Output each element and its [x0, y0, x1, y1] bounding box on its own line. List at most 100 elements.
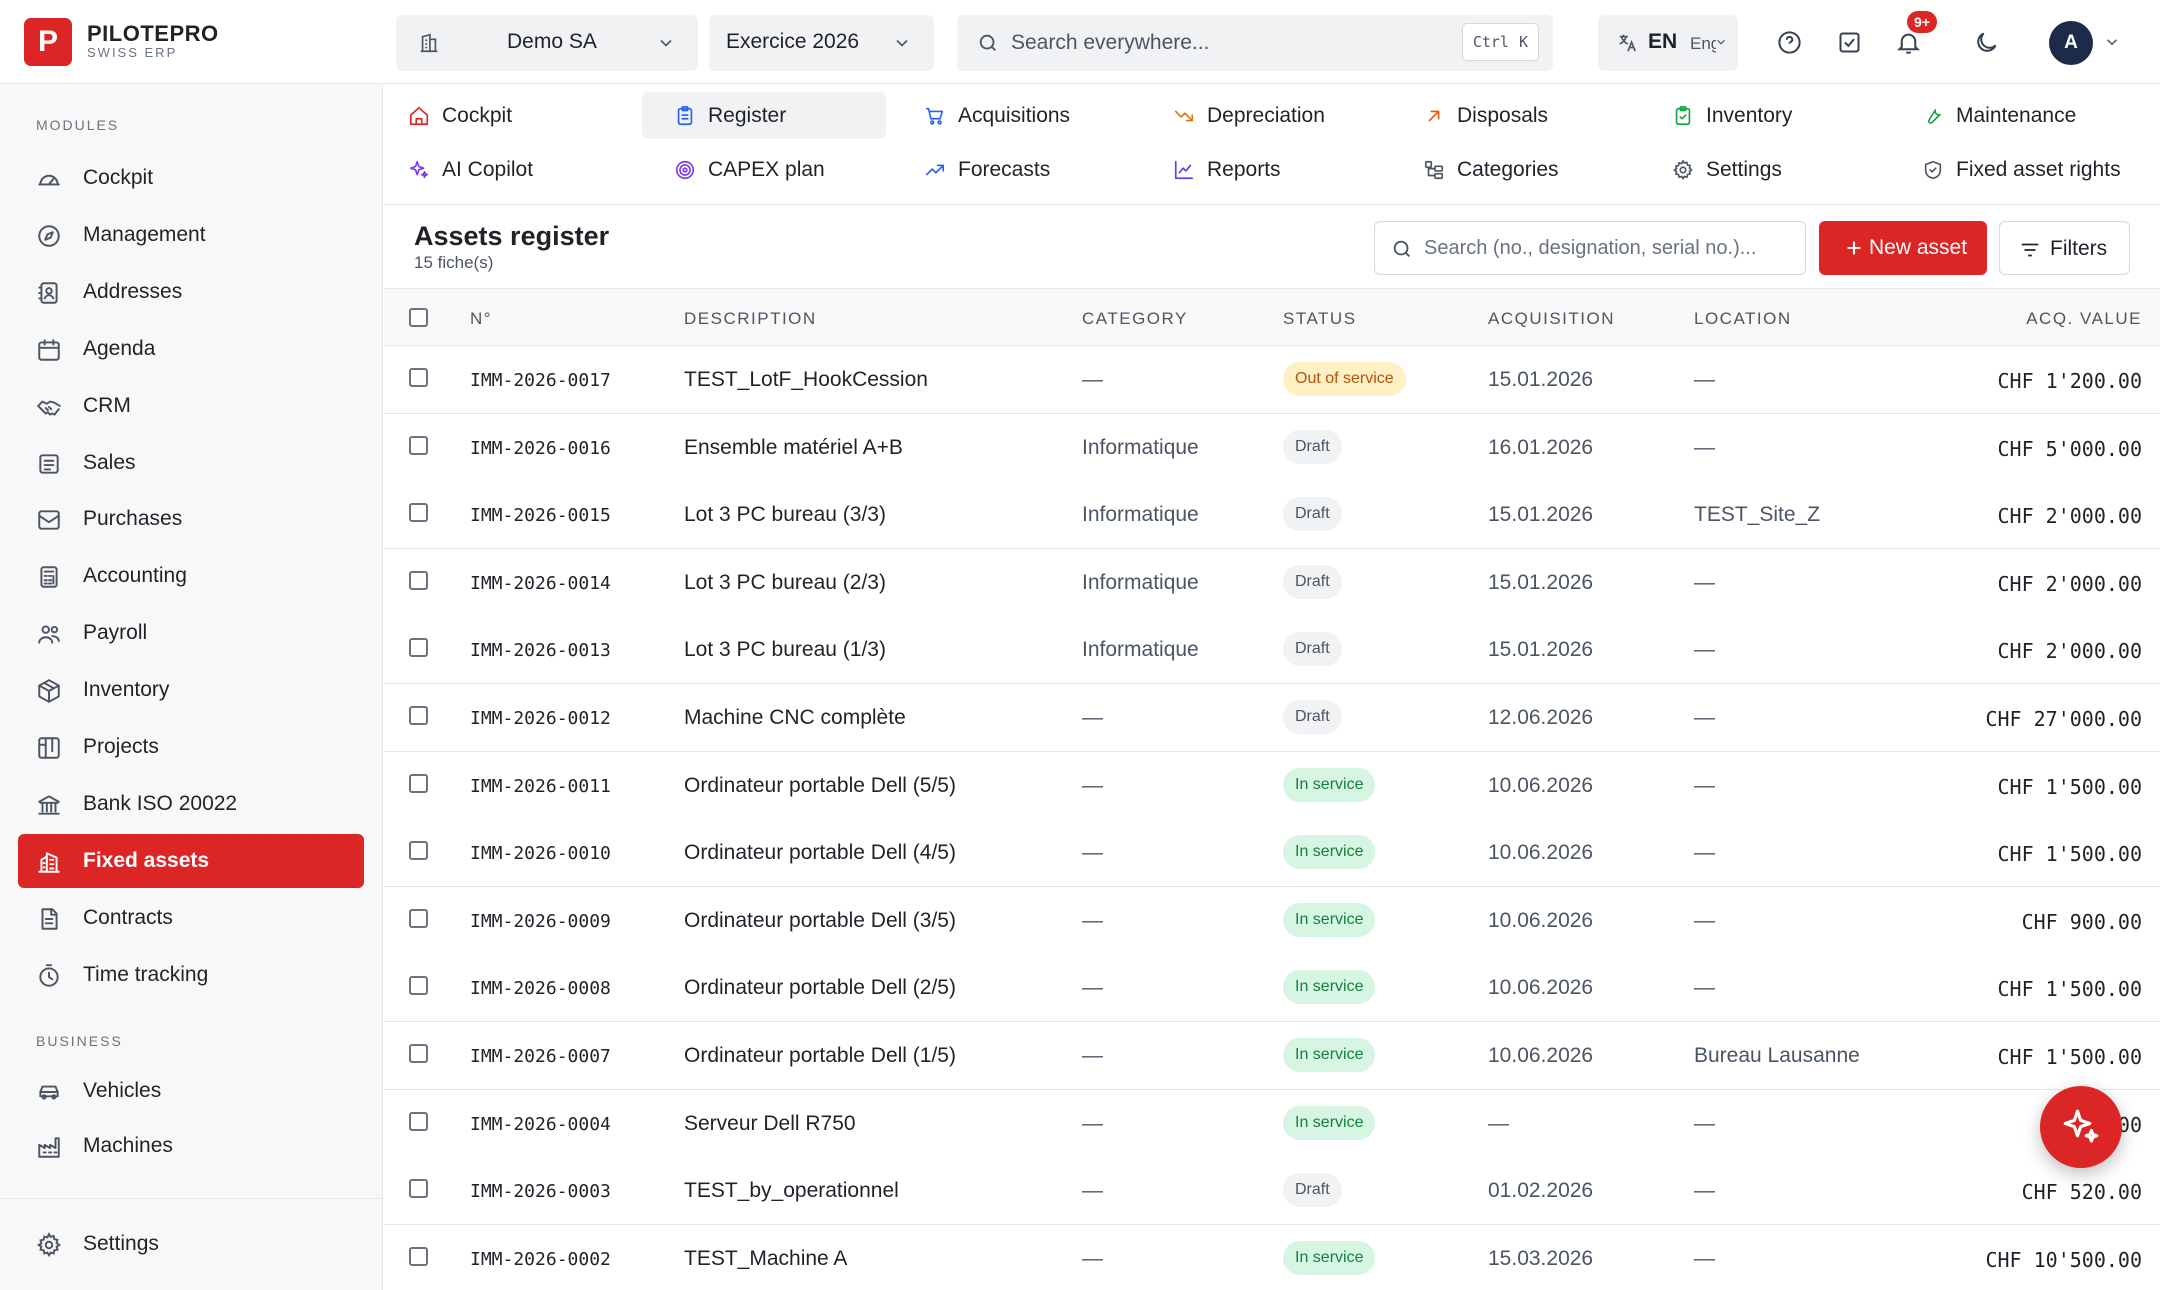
sidebar-item-sales[interactable]: Sales — [18, 436, 364, 490]
tab-depreciation[interactable]: Depreciation — [1141, 92, 1385, 139]
bell-icon[interactable] — [1895, 29, 1922, 56]
asset-description[interactable]: Ordinateur portable Dell (3/5) — [684, 908, 956, 932]
sidebar-item-accounting[interactable]: Accounting — [18, 549, 364, 603]
sidebar-item-agenda[interactable]: Agenda — [18, 322, 364, 376]
tab-ai-copilot[interactable]: AI Copilot — [376, 146, 620, 193]
row-checkbox[interactable] — [409, 503, 428, 523]
tab-maintenance[interactable]: Maintenance — [1890, 92, 2134, 139]
table-row[interactable]: IMM-2026-0011 Ordinateur portable Dell (5… — [384, 751, 2160, 820]
table-row[interactable]: IMM-2026-0017 TEST_LotF_HookCession — 15.01… — [384, 346, 2160, 414]
tab-reports[interactable]: Reports — [1141, 146, 1385, 193]
row-checkbox[interactable] — [409, 638, 428, 658]
ai-assistant-button[interactable] — [2040, 1086, 2122, 1168]
tab-register[interactable]: Register — [642, 92, 886, 139]
tab-cockpit[interactable]: Cockpit — [376, 92, 620, 139]
row-checkbox[interactable] — [409, 570, 428, 590]
table-row[interactable]: IMM-2026-0014 Lot 3 PC bureau (2/3) Inform… — [384, 548, 2160, 617]
sidebar-item-contracts[interactable]: Contracts — [18, 891, 364, 945]
table-row[interactable]: IMM-2026-0004 Serveur Dell R750— — —00 In se… — [384, 1089, 2160, 1158]
sidebar-item-bank-iso-20022[interactable]: Bank ISO 20022 — [18, 777, 364, 831]
column-header-acquisition[interactable]: ACQUISITION — [1488, 309, 1616, 328]
help-icon[interactable] — [1776, 29, 1803, 56]
asset-description[interactable]: Ordinateur portable Dell (4/5) — [684, 841, 956, 865]
table-row[interactable]: IMM-2026-0008 Ordinateur portable Dell (2… — [384, 954, 2160, 1023]
sidebar-item-inventory[interactable]: Inventory — [18, 663, 364, 717]
row-checkbox[interactable] — [409, 1044, 428, 1063]
asset-description[interactable]: Serveur Dell R750 — [684, 1111, 856, 1135]
sidebar-item-cockpit[interactable]: Cockpit — [18, 151, 364, 205]
app-logo[interactable]: P — [24, 18, 72, 66]
asset-description[interactable]: TEST_by_operationnel — [684, 1179, 899, 1203]
filters-button[interactable]: Filters — [1999, 221, 2130, 275]
row-checkbox[interactable] — [409, 908, 428, 928]
sidebar-item-projects[interactable]: Projects — [18, 720, 364, 774]
select-all-checkbox[interactable] — [409, 308, 428, 327]
tab-fixed-asset-rights[interactable]: Fixed asset rights — [1890, 146, 2134, 193]
table-row[interactable]: IMM-2026-0016 Ensemble matériel A+B Inform… — [384, 413, 2160, 482]
moon-icon[interactable] — [1973, 29, 2000, 56]
column-header-description[interactable]: DESCRIPTION — [684, 309, 817, 328]
tab-disposals[interactable]: Disposals — [1391, 92, 1635, 139]
column-header-acq-value[interactable]: ACQ. VALUE — [2026, 309, 2142, 328]
sidebar-item-management[interactable]: Management — [18, 208, 364, 262]
tab-acquisitions[interactable]: Acquisitions — [892, 92, 1136, 139]
acquisition-date: 15.01.2026 — [1488, 503, 1594, 527]
table-row[interactable]: IMM-2026-0010 Ordinateur portable Dell (4… — [384, 819, 2160, 888]
row-checkbox[interactable] — [409, 1111, 428, 1131]
sidebar-item-crm[interactable]: CRM — [18, 379, 364, 433]
tab-inventory[interactable]: Inventory — [1640, 92, 1884, 139]
chevron-down-icon[interactable] — [2103, 33, 2121, 51]
asset-description[interactable]: Lot 3 PC bureau (3/3) — [684, 503, 886, 527]
asset-description[interactable]: Ordinateur portable Dell (2/5) — [684, 976, 956, 1000]
user-avatar[interactable]: A — [2049, 21, 2093, 65]
row-checkbox[interactable] — [409, 841, 428, 861]
table-row[interactable]: IMM-2026-0015 Lot 3 PC bureau (3/3) Inform… — [384, 481, 2160, 550]
language-selector[interactable]: EN English — [1598, 15, 1738, 71]
asset-description[interactable]: Machine CNC complète — [684, 706, 906, 729]
sidebar-item-time-tracking[interactable]: Time tracking — [18, 948, 364, 1002]
sidebar-item-purchases[interactable]: Purchases — [18, 492, 364, 546]
tab-label: Maintenance — [1956, 104, 2077, 127]
sidebar-item-addresses[interactable]: Addresses — [18, 265, 364, 319]
row-checkbox[interactable] — [409, 368, 428, 387]
tab-settings[interactable]: Settings — [1640, 146, 1884, 193]
table-row[interactable]: IMM-2026-0007 Ordinateur portable Dell (1… — [384, 1022, 2160, 1090]
asset-description[interactable]: Ensemble matériel A+B — [684, 435, 903, 459]
row-checkbox[interactable] — [409, 976, 428, 996]
company-selector[interactable]: Demo SA — [396, 15, 698, 71]
sidebar-item-machines[interactable]: Machines — [18, 1119, 364, 1173]
table-row[interactable]: IMM-2026-0009 Ordinateur portable Dell (3… — [384, 886, 2160, 955]
asset-description[interactable]: TEST_LotF_HookCession — [684, 368, 928, 391]
table-row[interactable]: IMM-2026-0003 TEST_by_operationnel — 01.02.… — [384, 1157, 2160, 1226]
row-checkbox[interactable] — [409, 773, 428, 793]
row-checkbox[interactable] — [409, 706, 428, 725]
asset-description[interactable]: Lot 3 PC bureau (2/3) — [684, 570, 886, 594]
column-header-location[interactable]: LOCATION — [1694, 309, 1792, 328]
tab-categories[interactable]: Categories — [1391, 146, 1635, 193]
asset-description[interactable]: Lot 3 PC bureau (1/3) — [684, 638, 886, 662]
sidebar-item-fixed-assets[interactable]: Fixed assets — [18, 833, 364, 888]
assets-search-input[interactable]: Search (no., designation, serial no.)... — [1374, 221, 1806, 275]
asset-description[interactable]: TEST_Machine A — [684, 1246, 848, 1270]
asset-number: IMM-2026-0010 — [470, 843, 611, 865]
column-header-category[interactable]: CATEGORY — [1082, 309, 1188, 328]
tab-capex-plan[interactable]: CAPEX plan — [642, 146, 886, 193]
sidebar-item-vehicles[interactable]: Vehicles — [18, 1064, 364, 1118]
fiscal-year-selector[interactable]: Exercice 2026 — [709, 15, 934, 71]
table-row[interactable]: IMM-2026-0002 TEST_Machine A — 15.03.2026 — C… — [384, 1224, 2160, 1290]
row-checkbox[interactable] — [409, 1246, 428, 1266]
column-header-status[interactable]: STATUS — [1283, 309, 1357, 328]
row-checkbox[interactable] — [409, 1179, 428, 1199]
sidebar-item-payroll[interactable]: Payroll — [18, 606, 364, 660]
tab-forecasts[interactable]: Forecasts — [892, 146, 1136, 193]
global-search[interactable]: Search everywhere... Ctrl K — [957, 15, 1553, 71]
column-header-number[interactable]: N° — [470, 309, 493, 328]
asset-description[interactable]: Ordinateur portable Dell (1/5) — [684, 1044, 956, 1067]
table-row[interactable]: IMM-2026-0012 Machine CNC complète — 12.06.… — [384, 684, 2160, 752]
sidebar-item-settings[interactable]: Settings — [18, 1217, 364, 1271]
table-row[interactable]: IMM-2026-0013 Lot 3 PC bureau (1/3) Inform… — [384, 616, 2160, 685]
row-checkbox[interactable] — [409, 435, 428, 455]
tasks-icon[interactable] — [1836, 29, 1863, 56]
new-asset-button[interactable]: New asset — [1819, 221, 1987, 275]
asset-description[interactable]: Ordinateur portable Dell (5/5) — [684, 773, 956, 797]
